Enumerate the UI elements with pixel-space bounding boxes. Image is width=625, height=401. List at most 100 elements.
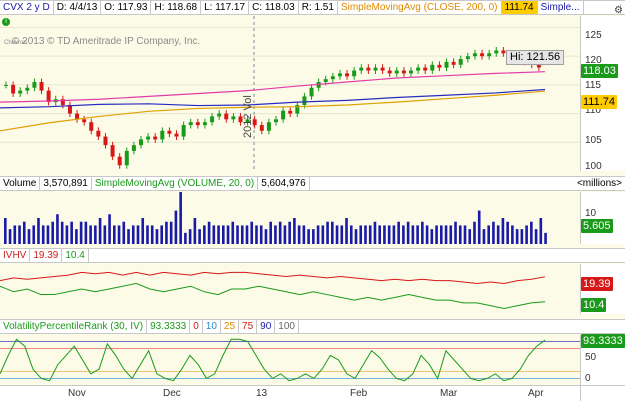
volume-bar [79,221,83,244]
candle-body [210,116,215,123]
volume-bar [349,225,353,244]
x-label-dec: Dec [163,388,181,399]
sma-study-label[interactable]: SimpleMovingAvg (CLOSE, 200, 0) [338,1,502,14]
info-icon[interactable]: i [2,18,10,26]
volume-bar [245,225,249,244]
volume-pane[interactable] [0,192,580,244]
candle-body [25,87,30,91]
volume-bar [411,225,415,244]
vpr-pane[interactable] [0,335,580,385]
candle-body [146,136,151,140]
x-label-13: 13 [256,388,268,399]
volume-bar [60,221,64,244]
candle-body [423,67,428,71]
sma2-study-label[interactable]: Simple... [538,1,584,14]
volume-bar [179,192,182,244]
candle-body [494,50,499,54]
volume-bar [515,229,519,244]
volume-bar [212,225,216,244]
ivhv-pane[interactable] [0,264,580,314]
price-pane[interactable]: i © 2013 © TD Ameritrade IP Company, Inc… [0,16,580,171]
candle-body [188,122,193,126]
volume-bar [264,229,268,244]
candle-body [82,119,87,123]
candle-body [224,113,229,120]
candle-body [472,53,477,57]
candle-body [18,90,23,94]
candle-body [181,125,186,137]
candle-body [451,61,456,65]
volume-bar [387,225,391,244]
ivhv-label[interactable]: IVHV [0,249,31,262]
volume-bar [520,229,524,244]
volume-bar [383,225,386,244]
volume-label[interactable]: Volume [0,177,41,190]
volume-bar [188,229,192,244]
candle-body [231,116,236,120]
vpr-chart-svg [0,338,580,382]
volume-bar [222,225,225,244]
volume-bar [198,229,201,244]
volume-bar [18,225,21,244]
vpr-level-75: 75 [239,320,258,333]
vpr-level-10: 10 [203,320,221,333]
ivhv-chart-svg [0,271,546,309]
x-label-nov: Nov [68,388,86,399]
volume-bar [425,225,429,244]
volume-bar [160,225,163,244]
settings-gear-icon[interactable]: ⚙ [611,4,623,14]
candle-body [487,53,492,57]
symbol-label[interactable]: CVX 2 y D [0,1,54,14]
volume-sma-value: 5,604,976 [258,177,310,190]
vpr-label[interactable]: VolatilityPercentileRank (30, IV) [0,320,148,333]
volume-bar [326,221,329,244]
volume-bar [496,225,500,244]
price-tick: 125 [585,30,602,41]
volume-units: <millions> [576,178,622,189]
volume-bar [397,221,400,244]
candle-body [274,119,278,123]
volume-sma-label[interactable]: SimpleMovingAvg (VOLUME, 20, 0) [92,177,259,190]
volume-bar [368,225,372,244]
candle-body [11,84,16,94]
vpr-level-25: 25 [221,320,240,333]
candle-body [103,136,108,146]
volume-bar [511,225,514,244]
x-label-apr: Apr [528,388,544,399]
volume-bar [340,225,344,244]
volume-bar [32,225,36,244]
x-label-mar: Mar [440,388,458,399]
volume-bar [416,225,419,244]
volume-bar [193,218,197,244]
sma-orange-line [0,90,546,132]
candle-body [124,150,129,166]
volume-bar [302,225,306,244]
hv-value-tag: 10.4 [581,298,607,312]
vpr-tick: 0 [585,373,591,384]
volume-bar [136,225,140,244]
iv-value: 19.39 [30,249,63,262]
candle-body [437,64,442,68]
candle-body [352,70,357,77]
volume-bar [184,232,187,244]
candle-body [139,139,143,146]
ivhv-header: IVHV 19.39 10.4 [0,248,625,263]
hv-value: 10.4 [62,249,89,262]
candle-body [131,145,136,151]
volume-bar [335,225,339,244]
candle-body [89,122,94,131]
volume-bar [316,225,320,244]
candle-body [480,53,485,57]
vpr-level-0: 0 [190,320,203,333]
volume-bar [75,229,78,244]
volume-bar [117,225,121,244]
volume-bar [364,225,367,244]
volume-bar [4,218,7,244]
volume-bar [297,225,301,244]
volume-bar [421,221,424,244]
candle-body [295,104,300,114]
volume-bar [174,210,178,244]
candle-body [409,70,413,74]
x-axis [0,385,580,401]
